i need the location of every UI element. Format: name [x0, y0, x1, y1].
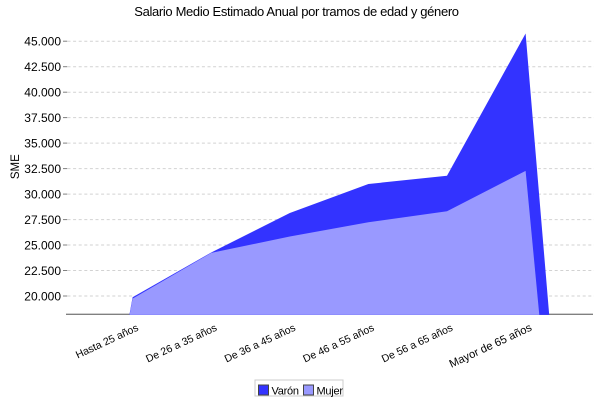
svg-text:27.500: 27.500 [24, 213, 61, 227]
svg-text:SME: SME [10, 154, 22, 179]
svg-text:40.000: 40.000 [24, 86, 61, 100]
svg-text:32.500: 32.500 [24, 162, 61, 176]
svg-text:Mujer: Mujer [317, 385, 344, 397]
svg-text:37.500: 37.500 [24, 111, 61, 125]
svg-text:20.000: 20.000 [24, 289, 61, 303]
svg-text:35.000: 35.000 [24, 136, 61, 150]
svg-text:25.000: 25.000 [24, 238, 61, 252]
svg-text:22.500: 22.500 [24, 264, 61, 278]
svg-text:Salario Medio Estimado Anual p: Salario Medio Estimado Anual por tramos … [134, 4, 459, 19]
svg-text:45.000: 45.000 [24, 35, 61, 49]
svg-text:42.500: 42.500 [24, 60, 61, 74]
svg-text:Varón: Varón [272, 385, 299, 397]
svg-text:30.000: 30.000 [24, 187, 61, 201]
